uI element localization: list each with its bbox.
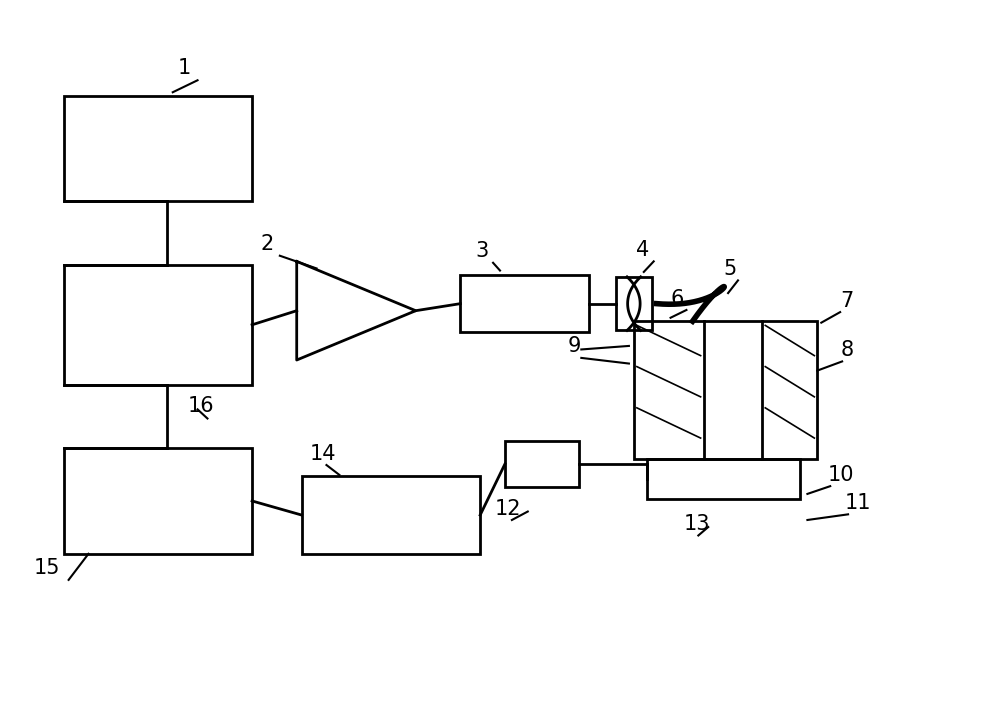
Text: 15: 15	[34, 558, 60, 578]
Bar	[634, 322, 817, 458]
Text: 5: 5	[723, 259, 736, 279]
Text: 11: 11	[845, 493, 872, 513]
Text: 7: 7	[840, 291, 853, 311]
Text: 6: 6	[671, 289, 684, 309]
Text: 8: 8	[840, 340, 853, 360]
Text: 10: 10	[827, 465, 854, 485]
Text: 2: 2	[260, 235, 273, 255]
Text: 16: 16	[188, 396, 214, 416]
Bar	[505, 441, 579, 487]
Bar	[647, 458, 800, 499]
Bar	[302, 476, 480, 554]
Bar	[460, 275, 589, 332]
Text: 3: 3	[475, 242, 488, 262]
Text: 4: 4	[636, 240, 649, 260]
Text: 1: 1	[178, 58, 191, 78]
Bar	[616, 277, 652, 330]
Text: 9: 9	[567, 337, 581, 356]
Bar	[64, 265, 252, 385]
Text: 12: 12	[495, 498, 522, 518]
Text: 13: 13	[683, 514, 710, 534]
Bar	[64, 96, 252, 202]
Text: 14: 14	[310, 443, 336, 463]
Bar	[64, 448, 252, 554]
